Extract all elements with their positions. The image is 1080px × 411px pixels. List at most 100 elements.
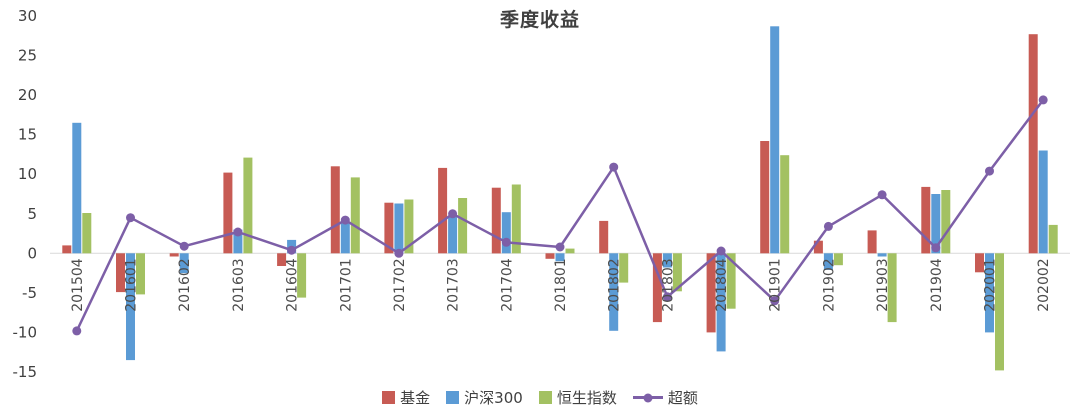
fund-swatch-icon [382, 391, 396, 404]
excess-marker [662, 292, 672, 302]
bar-沪深300 [877, 253, 887, 257]
bar-恒生指数 [995, 253, 1004, 371]
y-axis-tick-label: 15 [18, 126, 37, 144]
excess-marker [72, 326, 82, 336]
x-axis-label: 201803 [660, 258, 676, 311]
bar-沪深300 [448, 216, 458, 254]
excess-marker [931, 243, 941, 253]
bar-沪深300 [501, 212, 511, 254]
bar-基金 [1028, 34, 1038, 254]
x-axis-label: 201903 [875, 258, 891, 311]
bar-基金 [169, 253, 179, 257]
bar-沪深300 [985, 253, 994, 333]
y-axis-tick-label: 30 [18, 7, 37, 25]
y-axis-tick-label: 5 [27, 205, 37, 223]
bar-恒生指数 [136, 253, 145, 295]
excess-marker [394, 248, 404, 258]
bar-基金 [116, 253, 125, 293]
bar-基金 [277, 253, 287, 266]
bar-恒生指数 [780, 155, 790, 254]
bar-沪深300 [126, 253, 135, 361]
chart-legend: 基金 沪深300 恒生指数 超额 [0, 387, 1080, 408]
excess-marker [877, 190, 887, 200]
bar-基金 [223, 172, 233, 254]
bar-基金 [760, 141, 770, 254]
bar-恒生指数 [511, 184, 521, 254]
bar-基金 [867, 230, 877, 254]
hsi-swatch-icon [538, 391, 552, 404]
bar-恒生指数 [672, 253, 682, 292]
bar-恒生指数 [565, 248, 575, 254]
y-axis-tick-label: -15 [13, 363, 38, 378]
legend-item-fund: 基金 [382, 387, 430, 408]
x-axis-label: 201602 [177, 258, 193, 311]
bar-基金 [491, 187, 501, 254]
bar-恒生指数 [887, 253, 897, 323]
x-axis-label: 201704 [499, 258, 515, 312]
excess-marker [179, 241, 189, 251]
x-axis-label: 201504 [70, 258, 86, 312]
excess-marker-dot-icon [643, 393, 653, 402]
legend-label-excess: 超额 [667, 389, 698, 407]
x-axis-label: 202002 [1036, 258, 1052, 311]
excess-marker [233, 227, 243, 237]
bar-恒生指数 [243, 157, 253, 254]
bar-沪深300 [340, 221, 350, 254]
excess-marker [448, 209, 458, 219]
legend-item-csi300: 沪深300 [446, 387, 523, 408]
bar-基金 [62, 245, 72, 254]
bar-基金 [813, 240, 823, 254]
excess-marker [287, 245, 297, 255]
excess-marker [1038, 95, 1048, 105]
bar-沪深300 [233, 229, 243, 254]
bar-恒生指数 [1048, 224, 1058, 254]
legend-label-fund: 基金 [400, 389, 431, 407]
bar-基金 [599, 220, 609, 254]
bar-基金 [330, 166, 340, 254]
bar-恒生指数 [404, 199, 414, 254]
y-axis-tick-label: -5 [22, 284, 37, 302]
bar-恒生指数 [833, 253, 843, 266]
bar-基金 [384, 202, 394, 254]
bar-基金 [975, 253, 984, 273]
bar-恒生指数 [619, 253, 629, 283]
x-axis-label: 201604 [285, 258, 301, 312]
y-axis-tick-label: 10 [18, 165, 37, 183]
bar-恒生指数 [726, 253, 736, 309]
bar-基金 [921, 186, 931, 254]
bar-恒生指数 [82, 213, 92, 254]
legend-label-csi300: 沪深300 [464, 389, 523, 407]
x-axis-label: 201802 [607, 258, 623, 311]
x-axis-label: 201702 [392, 258, 408, 311]
chart-title: 季度收益 [499, 9, 580, 31]
y-axis-tick-label: 20 [18, 86, 37, 104]
excess-line-swatch-icon [632, 393, 663, 402]
x-axis-label: 201601 [124, 258, 140, 311]
y-axis-tick-label: 0 [27, 244, 37, 262]
x-axis-label: 201703 [446, 258, 462, 311]
excess-marker [555, 242, 565, 252]
x-axis-label: 201902 [821, 258, 837, 311]
x-axis-label: 201901 [768, 258, 784, 311]
bar-基金 [545, 253, 555, 259]
x-axis-label: 201801 [553, 258, 569, 311]
x-axis-label: 201804 [714, 258, 730, 312]
bar-恒生指数 [941, 190, 951, 254]
x-axis-label: 202001 [983, 258, 999, 311]
excess-marker [126, 213, 135, 223]
bar-沪深300 [770, 26, 780, 254]
bar-基金 [438, 167, 448, 254]
y-axis-tick-label: 25 [18, 47, 37, 65]
legend-label-hsi: 恒生指数 [556, 389, 617, 407]
excess-marker [340, 215, 350, 225]
bar-沪深300 [179, 253, 189, 274]
csi300-swatch-icon [446, 391, 460, 404]
excess-marker [609, 162, 619, 172]
bar-沪深300 [394, 203, 404, 254]
bar-沪深300 [72, 122, 82, 254]
excess-marker [501, 237, 511, 247]
excess-marker [823, 221, 833, 231]
chart-svg: 30 25 20 15 10 5 0 -5 -10 -15 201504 201601 201602 20… [13, 7, 1070, 378]
bar-沪深300 [823, 253, 833, 270]
